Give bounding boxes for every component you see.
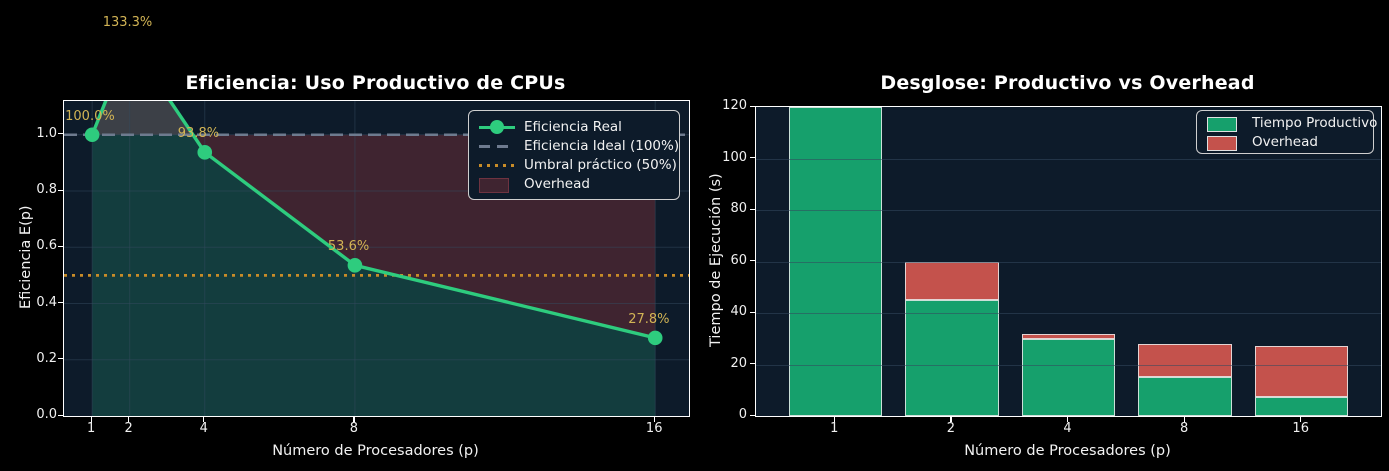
right-chart-plot-area bbox=[755, 106, 1382, 417]
point-label: 53.6% bbox=[327, 239, 370, 255]
bar-overhead bbox=[1138, 343, 1232, 378]
x-tick-mark bbox=[1183, 416, 1185, 422]
point-label: 93.8% bbox=[177, 126, 220, 142]
y-tick-label: 0.4 bbox=[36, 294, 57, 310]
x-tick-label: 16 bbox=[645, 421, 663, 436]
y-tick-mark bbox=[750, 260, 755, 262]
y-tick-label: 0.8 bbox=[36, 182, 57, 197]
horizontal-gridline bbox=[756, 210, 1381, 211]
bar-productive bbox=[1021, 338, 1116, 416]
superlinear-region-fill bbox=[92, 101, 193, 135]
y-tick-label: 100 bbox=[722, 149, 747, 165]
x-tick-label: 8 bbox=[1179, 421, 1189, 436]
x-tick-mark bbox=[950, 416, 952, 422]
point-label: 27.8% bbox=[628, 311, 670, 327]
legend-item-overhead: Overhead bbox=[479, 175, 669, 193]
dashed-line-swatch-icon bbox=[479, 138, 515, 154]
x-tick-label: 2 bbox=[124, 421, 133, 436]
y-tick-mark bbox=[750, 105, 755, 107]
bar-productive bbox=[1255, 396, 1349, 416]
left-x-axis-label: Número de Procesadores (p) bbox=[272, 443, 479, 459]
horizontal-gridline bbox=[756, 158, 1381, 160]
point-label: 100.0% bbox=[65, 108, 115, 124]
right-chart-legend: Tiempo Productivo Overhead bbox=[1196, 110, 1377, 154]
bar-overhead bbox=[1255, 346, 1349, 397]
x-tick-label: 2 bbox=[946, 421, 956, 436]
y-tick-label: 0.0 bbox=[36, 407, 57, 422]
legend-label: Umbral práctico (50%) bbox=[524, 156, 677, 173]
legend-label: Eficiencia Real bbox=[524, 118, 622, 135]
y-tick-mark bbox=[750, 311, 755, 313]
green-patch-swatch-icon bbox=[1207, 115, 1243, 132]
red-patch-swatch-icon bbox=[1207, 134, 1243, 151]
horizontal-gridline bbox=[756, 261, 1381, 263]
data-point-marker bbox=[647, 330, 663, 346]
y-tick-mark bbox=[58, 245, 63, 247]
horizontal-gridline bbox=[756, 364, 1381, 366]
x-tick-mark bbox=[1067, 416, 1069, 422]
y-tick-mark bbox=[58, 302, 63, 304]
horizontal-gridline bbox=[756, 313, 1381, 314]
left-chart-title: Eficiencia: Uso Productivo de CPUs bbox=[185, 72, 566, 94]
legend-label: Overhead bbox=[524, 175, 590, 192]
data-point-marker bbox=[197, 145, 213, 160]
legend-item-overhead-bar: Overhead bbox=[1207, 133, 1363, 151]
data-point-marker bbox=[84, 127, 100, 143]
y-tick-mark bbox=[750, 363, 755, 365]
y-tick-mark bbox=[58, 133, 63, 135]
dotted-line-swatch-icon bbox=[479, 157, 515, 173]
y-tick-label: 60 bbox=[730, 252, 747, 268]
legend-item-eficiencia-real: Eficiencia Real bbox=[479, 119, 669, 135]
x-tick-mark bbox=[90, 416, 92, 422]
bar-overhead bbox=[905, 261, 999, 301]
x-tick-mark bbox=[353, 416, 355, 422]
data-point-marker bbox=[347, 258, 363, 273]
y-tick-label: 40 bbox=[730, 304, 747, 319]
y-tick-mark bbox=[58, 414, 63, 416]
x-tick-label: 1 bbox=[830, 421, 839, 436]
left-y-axis-label: Eficiencia E(p) bbox=[18, 205, 34, 310]
point-label: 133.3% bbox=[102, 15, 153, 30]
y-tick-label: 1.0 bbox=[36, 125, 57, 141]
x-tick-label: 16 bbox=[1292, 421, 1309, 436]
legend-item-umbral: Umbral práctico (50%) bbox=[479, 157, 677, 173]
legend-item-eficiencia-ideal: Eficiencia Ideal (100%) bbox=[479, 138, 679, 154]
right-chart-title: Desglose: Productivo vs Overhead bbox=[880, 72, 1255, 94]
legend-label: Tiempo Productivo bbox=[1252, 114, 1378, 131]
x-tick-label: 4 bbox=[1063, 421, 1072, 436]
bar-productive bbox=[1138, 377, 1232, 416]
y-tick-label: 0 bbox=[738, 407, 747, 422]
legend-item-tiempo-productivo: Tiempo Productivo bbox=[1207, 115, 1377, 132]
y-tick-mark bbox=[58, 358, 63, 360]
line-marker-swatch-icon bbox=[479, 119, 515, 135]
y-tick-mark bbox=[750, 414, 755, 416]
x-tick-label: 8 bbox=[349, 421, 359, 436]
y-tick-mark bbox=[750, 208, 755, 210]
y-tick-label: 0.6 bbox=[36, 238, 57, 254]
y-tick-label: 0.2 bbox=[36, 350, 57, 366]
y-tick-label: 20 bbox=[730, 355, 747, 371]
x-tick-mark bbox=[833, 416, 835, 422]
legend-label: Overhead bbox=[1252, 133, 1318, 150]
y-tick-mark bbox=[750, 157, 755, 159]
left-chart-legend: Eficiencia Real Eficiencia Ideal (100%) … bbox=[468, 110, 680, 200]
y-tick-label: 120 bbox=[722, 98, 747, 113]
legend-label: Eficiencia Ideal (100%) bbox=[524, 137, 680, 154]
x-tick-mark bbox=[653, 416, 655, 422]
y-tick-label: 80 bbox=[730, 201, 747, 216]
x-tick-mark bbox=[203, 416, 205, 422]
x-tick-label: 1 bbox=[87, 421, 96, 436]
bar-productive bbox=[905, 300, 999, 416]
x-tick-label: 4 bbox=[199, 421, 208, 436]
bar-overhead bbox=[1021, 333, 1116, 339]
patch-swatch-icon bbox=[479, 176, 515, 193]
x-tick-mark bbox=[1300, 416, 1302, 422]
y-tick-mark bbox=[58, 189, 63, 191]
under-curve-fill bbox=[92, 101, 656, 416]
right-x-axis-label: Número de Procesadores (p) bbox=[964, 443, 1171, 459]
x-tick-mark bbox=[128, 416, 130, 422]
